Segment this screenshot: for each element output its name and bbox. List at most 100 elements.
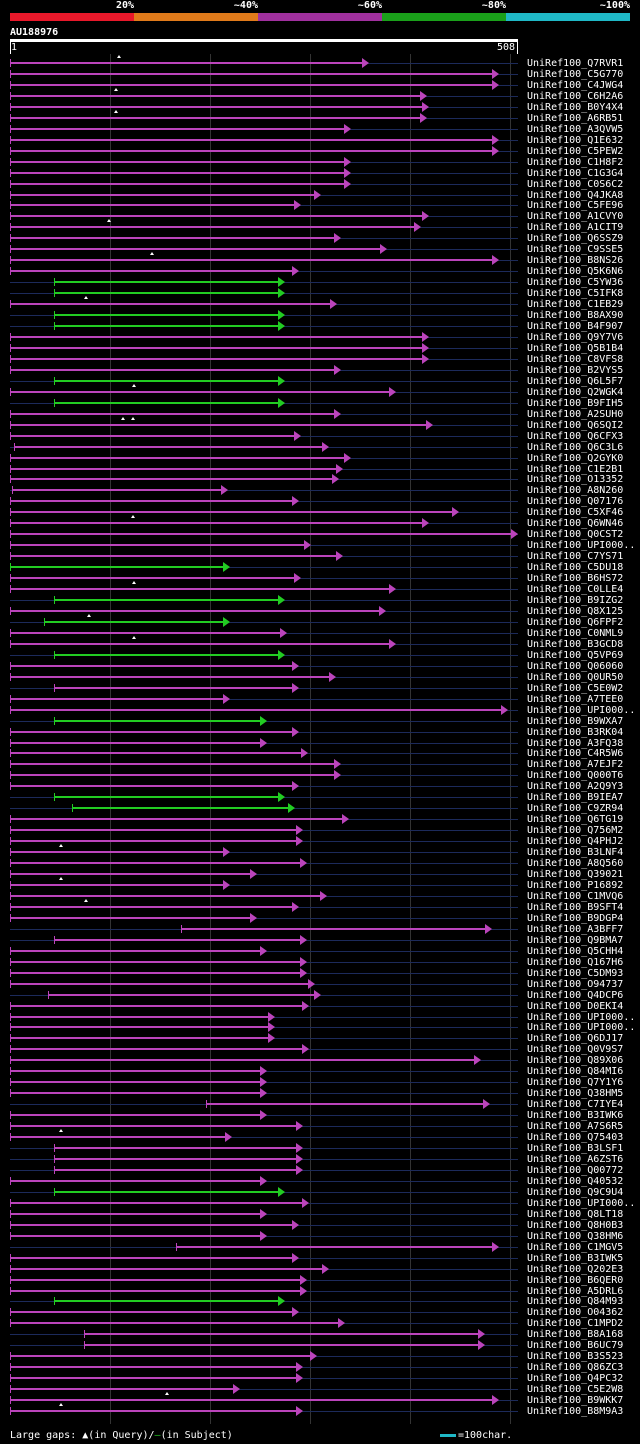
hit-bar[interactable] <box>54 401 279 404</box>
hit-label[interactable]: UniRef100_Q9C9U4 <box>527 1186 624 1198</box>
hit-label[interactable]: UniRef100_B8M9A3 <box>527 1406 624 1418</box>
hit-bar[interactable] <box>10 478 333 481</box>
hit-label[interactable]: UniRef100_Q4PC32 <box>527 1373 624 1385</box>
hit-label[interactable]: UniRef100_D0EKI4 <box>527 1000 624 1012</box>
hit-label[interactable]: UniRef100_B8NS26 <box>527 255 624 267</box>
hit-bar[interactable] <box>10 1388 234 1391</box>
hit-bar[interactable] <box>10 1311 293 1314</box>
hit-label[interactable]: UniRef100_B9WXA7 <box>527 715 624 727</box>
hit-bar[interactable] <box>10 774 335 777</box>
hit-bar[interactable] <box>10 1125 297 1128</box>
hit-label[interactable]: UniRef100_UPI000.. <box>527 1022 636 1034</box>
hit-label[interactable]: UniRef100_A8Q560 <box>527 858 624 870</box>
hit-bar[interactable] <box>10 390 390 393</box>
hit-label[interactable]: UniRef100_UPI000.. <box>527 1011 636 1023</box>
hit-bar[interactable] <box>10 873 251 876</box>
hit-bar[interactable] <box>10 1081 261 1084</box>
hit-label[interactable]: UniRef100_A7TEE0 <box>527 693 624 705</box>
hit-bar[interactable] <box>10 204 295 207</box>
hit-bar[interactable] <box>10 785 293 788</box>
hit-bar[interactable] <box>10 1037 269 1040</box>
hit-label[interactable]: UniRef100_C9SSE5 <box>527 244 624 256</box>
hit-label[interactable]: UniRef100_O13352 <box>527 474 624 486</box>
hit-label[interactable]: UniRef100_Q4PHJ2 <box>527 836 624 848</box>
hit-bar[interactable] <box>10 1377 297 1380</box>
hit-label[interactable]: UniRef100_Q00772 <box>527 1164 624 1176</box>
hit-bar[interactable] <box>10 818 343 821</box>
hit-label[interactable]: UniRef100_Q2WGK4 <box>527 386 624 398</box>
hit-label[interactable]: UniRef100_C5G770 <box>527 68 624 80</box>
hit-bar[interactable] <box>54 938 301 941</box>
hit-bar[interactable] <box>10 149 493 152</box>
hit-bar[interactable] <box>48 993 315 996</box>
hit-bar[interactable] <box>10 248 381 251</box>
hit-bar[interactable] <box>54 599 279 602</box>
hit-label[interactable]: UniRef100_Q6C3L6 <box>527 441 624 453</box>
hit-bar[interactable] <box>10 94 421 97</box>
hit-bar[interactable] <box>10 423 427 426</box>
hit-bar[interactable] <box>10 500 293 503</box>
hit-bar[interactable] <box>10 511 453 514</box>
hit-label[interactable]: UniRef100_B6QER0 <box>527 1274 624 1286</box>
hit-bar[interactable] <box>10 730 293 733</box>
hit-bar[interactable] <box>10 840 297 843</box>
hit-bar[interactable] <box>54 1168 297 1171</box>
hit-bar[interactable] <box>10 434 295 437</box>
hit-label[interactable]: UniRef100_Q1E632 <box>527 134 624 146</box>
hit-label[interactable]: UniRef100_Q0CST2 <box>527 529 624 541</box>
hit-bar[interactable] <box>10 456 345 459</box>
hit-label[interactable]: UniRef100_C0S6C2 <box>527 178 624 190</box>
hit-label[interactable]: UniRef100_C1MGV5 <box>527 1241 624 1253</box>
hit-label[interactable]: UniRef100_B8AX90 <box>527 310 624 322</box>
hit-bar[interactable] <box>10 697 224 700</box>
hit-label[interactable]: UniRef100_C4R5W6 <box>527 748 624 760</box>
hit-label[interactable]: UniRef100_Q6L5F7 <box>527 375 624 387</box>
hit-bar[interactable] <box>10 577 295 580</box>
hit-bar[interactable] <box>10 1256 293 1259</box>
hit-bar[interactable] <box>10 72 493 75</box>
hit-bar[interactable] <box>10 1366 297 1369</box>
hit-bar[interactable] <box>10 555 337 558</box>
hit-label[interactable]: UniRef100_B3S523 <box>527 1351 624 1363</box>
hit-label[interactable]: UniRef100_Q89X06 <box>527 1055 624 1067</box>
hit-bar[interactable] <box>84 1333 479 1336</box>
hit-label[interactable]: UniRef100_C6H2A6 <box>527 90 624 102</box>
hit-bar[interactable] <box>10 1026 269 1029</box>
hit-label[interactable]: UniRef100_Q38HM6 <box>527 1230 624 1242</box>
hit-label[interactable]: UniRef100_O94737 <box>527 978 624 990</box>
hit-bar[interactable] <box>10 1070 261 1073</box>
hit-label[interactable]: UniRef100_Q7Y1Y6 <box>527 1077 624 1089</box>
hit-bar[interactable] <box>10 160 345 163</box>
hit-label[interactable]: UniRef100_C5YW36 <box>527 277 624 289</box>
hit-bar[interactable] <box>176 1245 493 1248</box>
hit-label[interactable]: UniRef100_C0LLE4 <box>527 584 624 596</box>
hit-bar[interactable] <box>10 357 423 360</box>
hit-bar[interactable] <box>10 1223 293 1226</box>
hit-bar[interactable] <box>10 1399 493 1402</box>
hit-label[interactable]: UniRef100_C5FE96 <box>527 200 624 212</box>
hit-bar[interactable] <box>10 138 493 141</box>
hit-bar[interactable] <box>10 1004 303 1007</box>
hit-bar[interactable] <box>10 171 345 174</box>
hit-label[interactable]: UniRef100_B8A168 <box>527 1329 624 1341</box>
hit-label[interactable]: UniRef100_Q06060 <box>527 660 624 672</box>
hit-label[interactable]: UniRef100_Q07176 <box>527 496 624 508</box>
hit-label[interactable]: UniRef100_B0Y4X4 <box>527 101 624 113</box>
hit-bar[interactable] <box>10 960 301 963</box>
hit-label[interactable]: UniRef100_C9ZR94 <box>527 803 624 815</box>
hit-label[interactable]: UniRef100_A1CIT9 <box>527 222 624 234</box>
hit-bar[interactable] <box>10 566 224 569</box>
hit-bar[interactable] <box>10 467 337 470</box>
hit-bar[interactable] <box>10 708 502 711</box>
hit-label[interactable]: UniRef100_B3RK04 <box>527 726 624 738</box>
hit-bar[interactable] <box>10 982 309 985</box>
hit-bar[interactable] <box>54 281 279 284</box>
hit-bar[interactable] <box>10 533 512 536</box>
hit-bar[interactable] <box>10 215 423 218</box>
hit-bar[interactable] <box>84 1344 479 1347</box>
hit-bar[interactable] <box>10 346 423 349</box>
hit-label[interactable]: UniRef100_Q202E3 <box>527 1263 624 1275</box>
hit-bar[interactable] <box>54 796 279 799</box>
hit-bar[interactable] <box>10 588 390 591</box>
hit-label[interactable]: UniRef100_B3GCD8 <box>527 638 624 650</box>
